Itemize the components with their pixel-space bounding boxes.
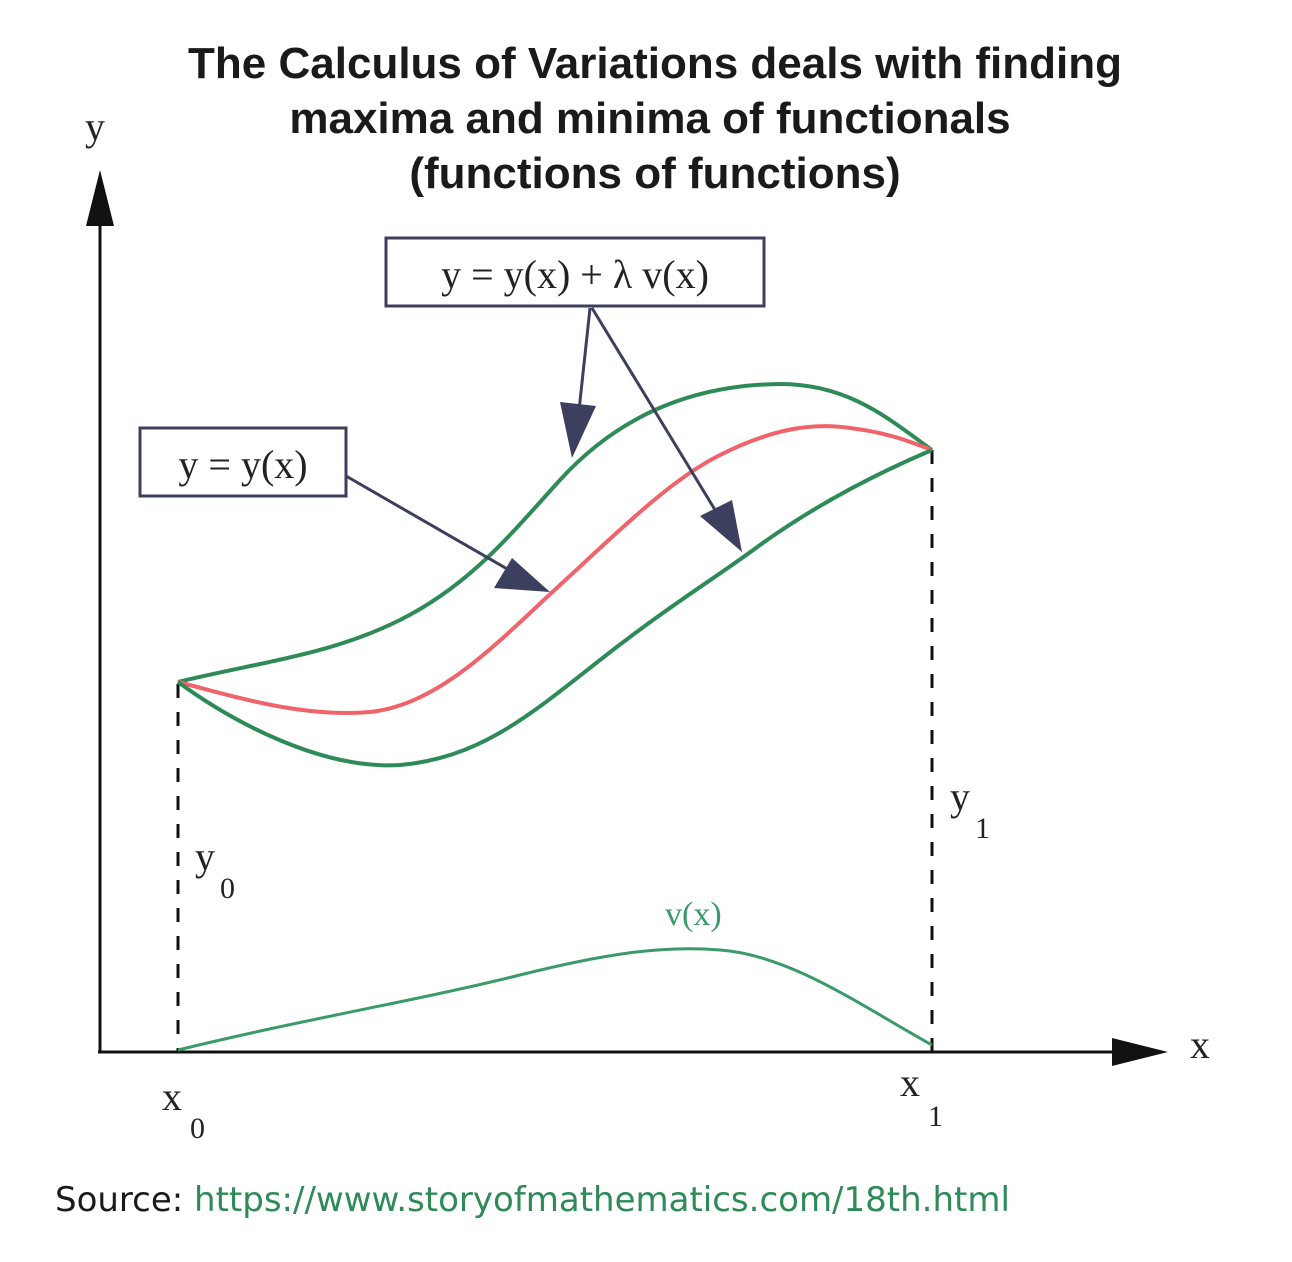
y-axis-label: y [85,104,105,149]
function-arrow-shaft [345,474,517,576]
extremal-curve [177,424,933,715]
lower-varied-curve [176,448,933,768]
y0-subscript: 0 [220,872,235,905]
calculus-of-variations-figure: The Calculus of Variations deals with fi… [85,39,1210,1145]
y0-label: y [195,834,215,879]
title-line-3: (functions of functions) [409,149,900,198]
variation-arrow-upper-shaft [576,307,592,421]
y-axis-arrowhead [86,170,114,226]
x1-label: x [900,1060,920,1105]
variation-formula-text: y = y(x) + λ v(x) [441,252,709,297]
y1-label: y [950,774,970,819]
variation-arrow-lower-head [700,500,742,552]
source-link[interactable]: https://www.storyofmathematics.com/18th.… [194,1180,1010,1220]
v-curve [177,947,933,1052]
x1-subscript: 1 [928,1100,943,1133]
function-formula-text: y = y(x) [178,442,307,487]
x0-label: x [162,1074,182,1119]
source-caption: Source: https://www.storyofmathematics.c… [55,1180,1010,1220]
title-line-1: The Calculus of Variations deals with fi… [188,39,1122,88]
upper-varied-curve [177,381,934,684]
title-line-2: maxima and minima of functionals [289,94,1010,143]
source-prefix: Source: [55,1180,195,1220]
function-formula-box [138,426,348,498]
v-curve-label: v(x) [665,896,722,933]
x-axis-arrowhead [1112,1038,1168,1066]
y1-subscript: 1 [975,812,990,845]
x-axis-label: x [1190,1022,1210,1067]
variation-arrow-upper-head [560,402,596,458]
x0-subscript: 0 [190,1112,205,1145]
variation-arrow-lower-shaft [590,307,722,519]
variation-formula-box [384,236,766,308]
function-arrow-head [494,558,550,592]
